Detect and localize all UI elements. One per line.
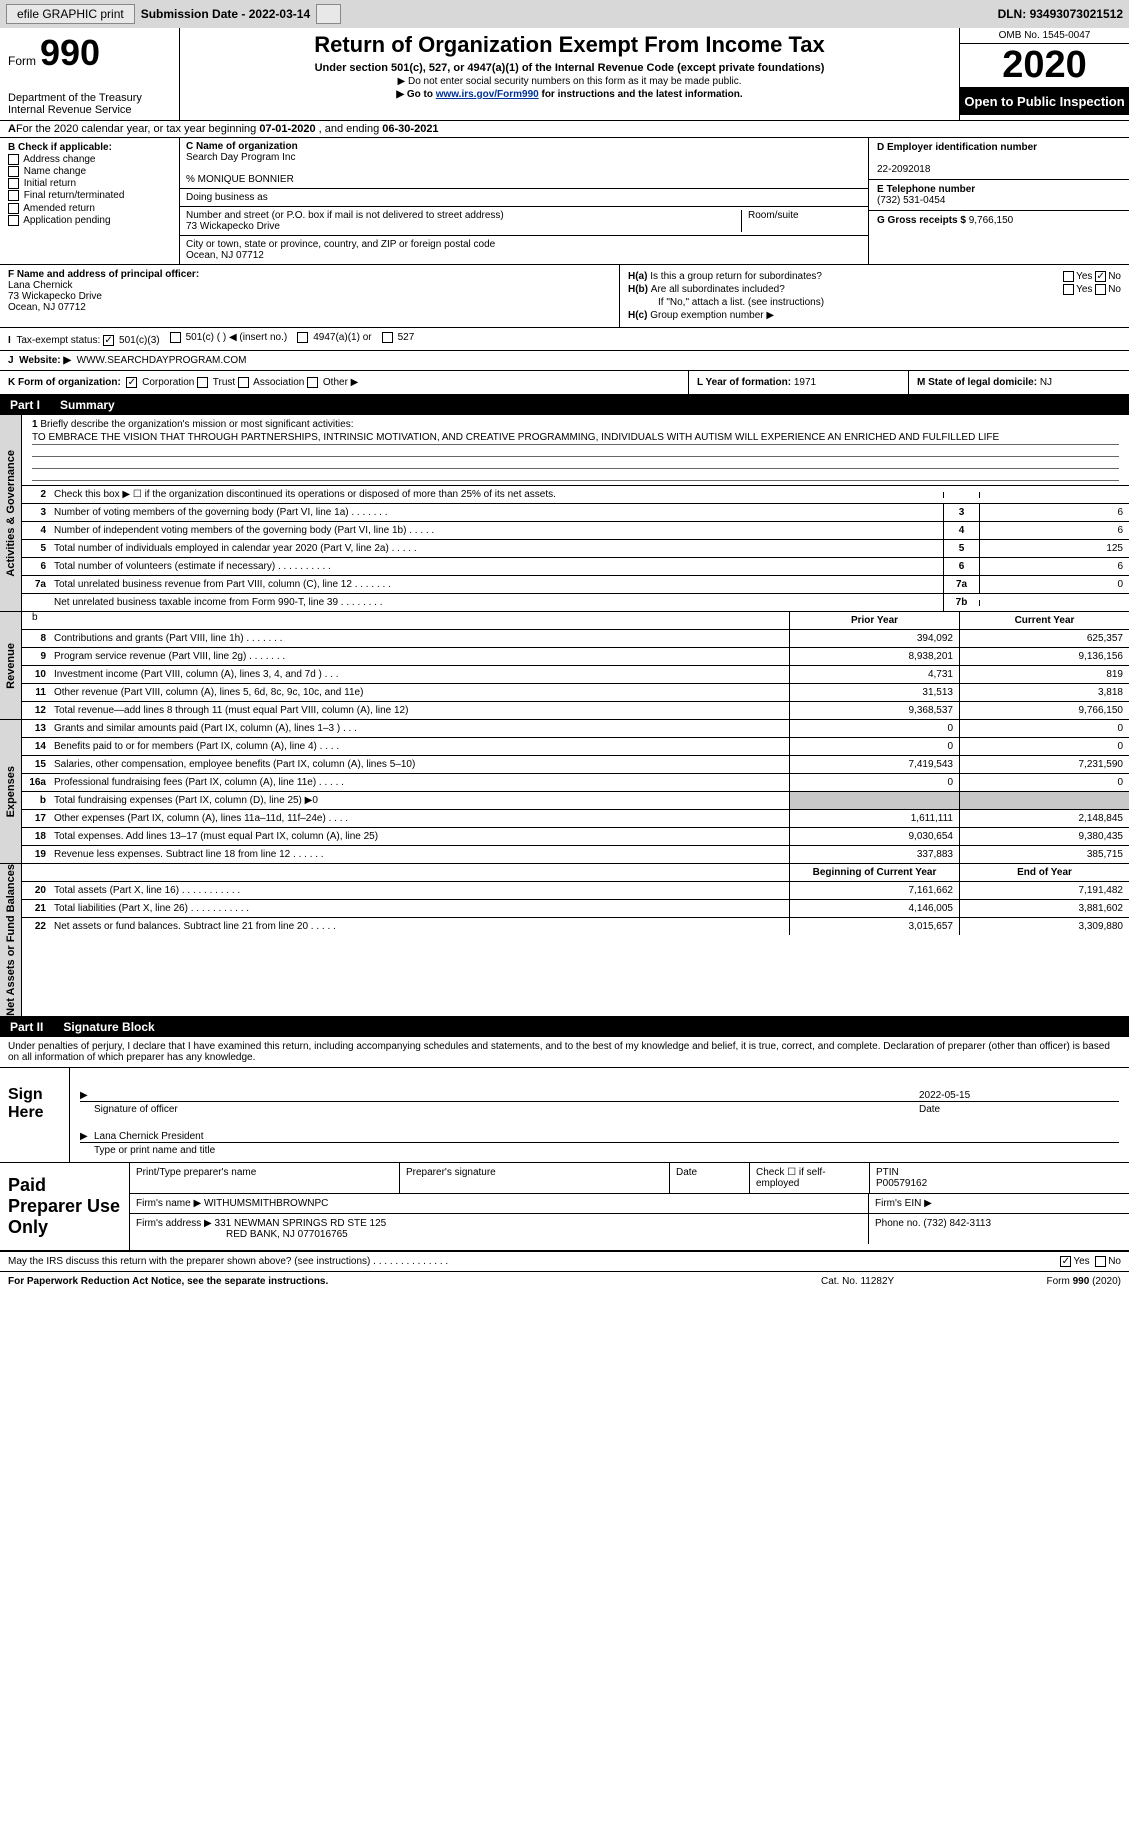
vtab-netassets: Net Assets or Fund Balances [0,864,22,1016]
ein: 22-2092018 [877,164,930,175]
row-i-tax-status: I Tax-exempt status: 501(c)(3) 501(c) ( … [0,328,1129,351]
submission-date-label: Submission Date - 2022-03-14 [141,7,310,21]
tax-status-option[interactable]: 4947(a)(1) or [297,332,371,343]
signature-intro: Under penalties of perjury, I declare th… [0,1037,1129,1068]
page-footer: For Paperwork Reduction Act Notice, see … [0,1272,1129,1291]
colb-option[interactable]: Application pending [8,215,171,226]
data-line: bTotal fundraising expenses (Part IX, co… [22,792,1129,810]
revenue-header: b Prior Year Current Year [22,612,1129,630]
hb-no-checkbox[interactable] [1095,284,1106,295]
governance-line: 3Number of voting members of the governi… [22,504,1129,522]
form-header: Form 990 Department of the Treasury Inte… [0,28,1129,121]
data-line: 12Total revenue—add lines 8 through 11 (… [22,702,1129,719]
tax-year: 2020 [960,44,1129,88]
part2-header: Part II Signature Block [0,1017,1129,1037]
org-name: Search Day Program Inc [186,152,296,163]
governance-line: 6Total number of volunteers (estimate if… [22,558,1129,576]
data-line: 20Total assets (Part X, line 16) . . . .… [22,882,1129,900]
data-line: 8Contributions and grants (Part VIII, li… [22,630,1129,648]
col-h-group: H(a) Is this a group return for subordin… [620,265,1129,327]
governance-line: Net unrelated business taxable income fr… [22,594,1129,611]
form-number: Form 990 [8,32,171,74]
col-c-org-info: C Name of organization Search Day Progra… [180,138,869,264]
colb-option[interactable]: Address change [8,154,171,165]
form-title: Return of Organization Exempt From Incom… [188,32,951,58]
vtab-revenue: Revenue [0,612,22,719]
row-a-tax-year: AFor the 2020 calendar year, or tax year… [0,121,1129,138]
data-line: 11Other revenue (Part VIII, column (A), … [22,684,1129,702]
tax-status-option[interactable]: 501(c) ( ) ◀ (insert no.) [170,332,288,343]
vtab-expenses: Expenses [0,720,22,863]
ha-no-checkbox[interactable] [1095,271,1106,282]
org-city: Ocean, NJ 07712 [186,250,264,261]
summary-mission: 1 Briefly describe the organization's mi… [22,415,1129,486]
phone: (732) 531-0454 [877,195,945,206]
col-b-checkboxes: B Check if applicable: Address change Na… [0,138,180,264]
data-line: 10Investment income (Part VIII, column (… [22,666,1129,684]
governance-line: 4Number of independent voting members of… [22,522,1129,540]
colb-option[interactable]: Amended return [8,203,171,214]
form-subtitle: Under section 501(c), 527, or 4947(a)(1)… [188,62,951,74]
tax-status-option[interactable]: 527 [382,332,415,343]
submission-dropdown[interactable] [316,4,341,24]
open-to-public: Open to Public Inspection [960,88,1129,115]
governance-line: 5Total number of individuals employed in… [22,540,1129,558]
col-d-ein: D Employer identification number 22-2092… [869,138,1129,264]
top-toolbar: efile GRAPHIC print Submission Date - 20… [0,0,1129,28]
data-line: 9Program service revenue (Part VIII, lin… [22,648,1129,666]
form-of-org-option[interactable]: Trust [194,377,235,388]
col-f-officer: F Name and address of principal officer:… [0,265,620,327]
ha-yes-checkbox[interactable] [1063,271,1074,282]
data-line: 21Total liabilities (Part X, line 26) . … [22,900,1129,918]
part1-header: Part I Summary [0,395,1129,415]
form-of-org-option[interactable]: Other ▶ [304,377,358,388]
dln: DLN: 93493073021512 [998,7,1123,21]
tax-status-option[interactable]: 501(c)(3) [103,335,160,346]
row-k-form-of-org: K Form of organization: Corporation Trus… [0,371,1129,395]
colb-option[interactable]: Final return/terminated [8,190,171,201]
form-note2: ▶ Go to www.irs.gov/Form990 for instruct… [188,89,951,100]
row-j-website: J Website: ▶ WWW.SEARCHDAYPROGRAM.COM [0,351,1129,371]
omb-number: OMB No. 1545-0047 [960,28,1129,44]
hb-yes-checkbox[interactable] [1063,284,1074,295]
vtab-governance: Activities & Governance [0,415,22,611]
data-line: 19Revenue less expenses. Subtract line 1… [22,846,1129,863]
governance-line: 7aTotal unrelated business revenue from … [22,576,1129,594]
form-of-org-option[interactable]: Association [235,377,304,388]
efile-print-button[interactable]: efile GRAPHIC print [6,4,135,24]
data-line: 22Net assets or fund balances. Subtract … [22,918,1129,935]
data-line: 17Other expenses (Part IX, column (A), l… [22,810,1129,828]
gross-receipts: 9,766,150 [969,215,1014,226]
form-of-org-option[interactable]: Corporation [124,377,195,388]
data-line: 18Total expenses. Add lines 13–17 (must … [22,828,1129,846]
data-line: 13Grants and similar amounts paid (Part … [22,720,1129,738]
data-line: 15Salaries, other compensation, employee… [22,756,1129,774]
form-note1: ▶ Do not enter social security numbers o… [188,76,951,87]
irs-link[interactable]: www.irs.gov/Form990 [436,89,539,100]
colb-option[interactable]: Initial return [8,178,171,189]
data-line: 14Benefits paid to or for members (Part … [22,738,1129,756]
discuss-yes-checkbox[interactable] [1060,1256,1071,1267]
colb-option[interactable]: Name change [8,166,171,177]
org-address: 73 Wickapecko Drive [186,221,280,232]
discuss-no-checkbox[interactable] [1095,1256,1106,1267]
paid-preparer-block: Paid Preparer Use Only Print/Type prepar… [0,1163,1129,1252]
data-line: 16aProfessional fundraising fees (Part I… [22,774,1129,792]
sign-here-block: Sign Here ▶ 2022-05-15 Signature of offi… [0,1068,1129,1163]
governance-line: 2Check this box ▶ ☐ if the organization … [22,486,1129,504]
discuss-with-preparer: May the IRS discuss this return with the… [0,1252,1129,1272]
website-value: WWW.SEARCHDAYPROGRAM.COM [77,355,247,366]
netassets-header: Beginning of Current Year End of Year [22,864,1129,882]
mission-text: TO EMBRACE THE VISION THAT THROUGH PARTN… [32,432,1119,445]
dept-treasury: Department of the Treasury Internal Reve… [8,92,171,116]
care-of: % MONIQUE BONNIER [186,174,294,185]
